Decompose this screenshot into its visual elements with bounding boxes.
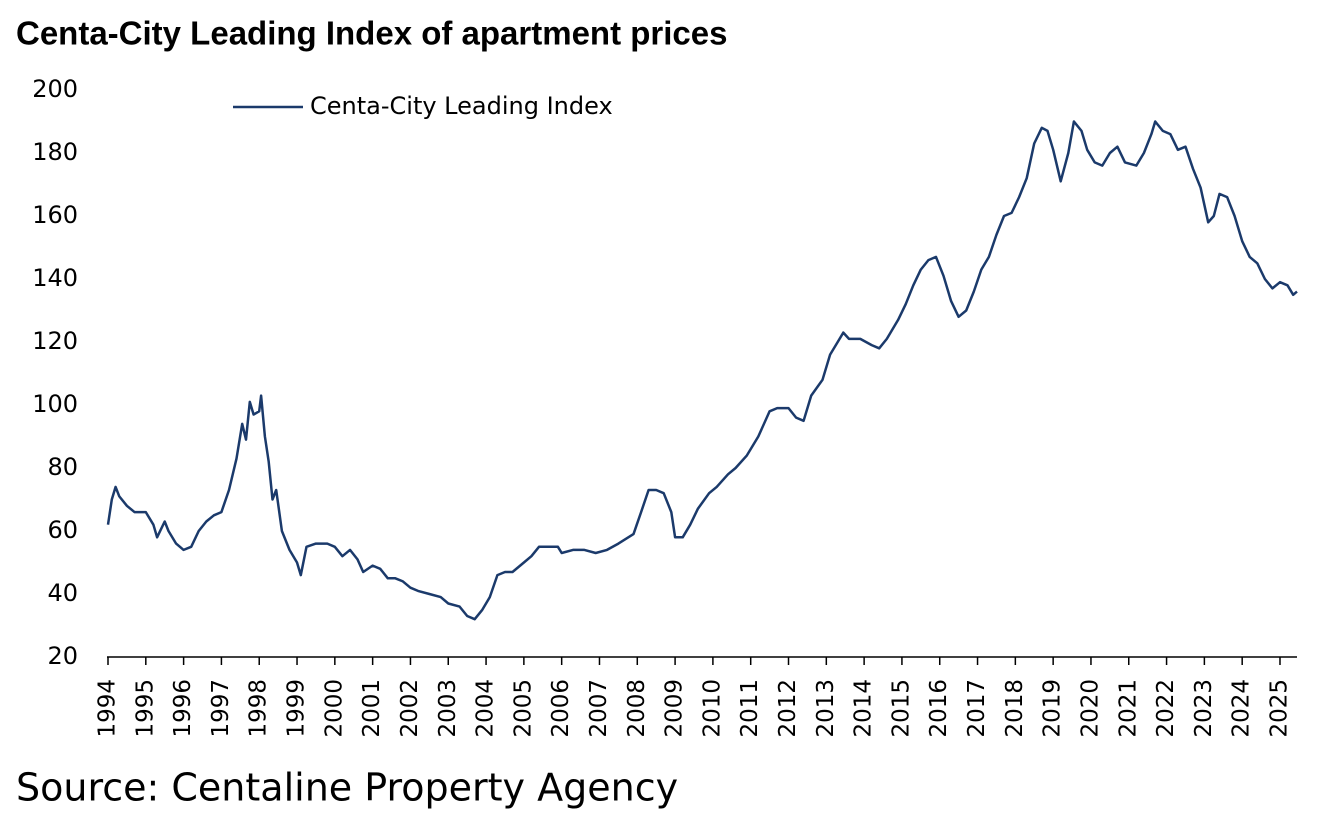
x-tick-label: 2001 (359, 679, 385, 738)
x-tick-label: 2000 (321, 679, 347, 738)
x-tick-label: 2003 (435, 679, 461, 738)
y-tick-label: 40 (47, 579, 78, 607)
y-tick-label: 100 (32, 390, 78, 418)
x-tick-label: 2021 (1115, 679, 1141, 738)
series-line (106, 120, 1298, 621)
x-tick-label: 2008 (624, 679, 650, 738)
x-tick-label: 2019 (1040, 679, 1066, 738)
y-tick-label: 160 (32, 201, 78, 229)
x-tick-label: 2006 (548, 679, 574, 738)
x-tick-label: 1995 (132, 679, 158, 738)
x-tick-label: 2023 (1191, 679, 1217, 738)
y-tick-label: 120 (32, 327, 78, 355)
x-tick-label: 2022 (1153, 679, 1179, 738)
y-tick-label: 80 (47, 453, 78, 481)
x-tick-label: 2002 (397, 679, 423, 738)
x-tick-label: 2004 (473, 679, 499, 738)
x-tick-label: 2024 (1229, 679, 1255, 738)
x-tick-label: 2012 (775, 679, 801, 738)
x-tick-label: 2011 (737, 679, 763, 738)
x-tick-label: 2018 (1002, 679, 1028, 738)
y-tick-label: 200 (32, 75, 78, 103)
legend-label: Centa-City Leading Index (310, 92, 613, 120)
y-tick-label: 60 (47, 516, 78, 544)
chart-title: Centa-City Leading Index of apartment pr… (16, 15, 727, 52)
x-tick-label: 2025 (1266, 679, 1292, 738)
x-tick-label: 1998 (246, 679, 272, 738)
x-tick-label: 2014 (851, 679, 877, 738)
x-tick-label: 1996 (170, 679, 196, 738)
y-tick-label: 140 (32, 264, 78, 292)
x-tick-label: 2010 (699, 679, 725, 738)
x-tick-label: 2015 (888, 679, 914, 738)
y-tick-label: 180 (32, 138, 78, 166)
x-tick-label: 2005 (510, 679, 536, 738)
x-tick-label: 2007 (586, 679, 612, 738)
x-tick-label: 2020 (1077, 679, 1103, 738)
x-tick-label: 1994 (95, 679, 121, 738)
x-tick-label: 1999 (284, 679, 310, 738)
source: Source: Centaline Property Agency (16, 766, 678, 810)
x-tick-label: 2017 (964, 679, 990, 738)
x-tick-label: 2009 (662, 679, 688, 738)
x-tick-label: 2013 (813, 679, 839, 738)
y-tick-label: 20 (47, 642, 78, 670)
x-tick-label: 1997 (208, 679, 234, 738)
x-tick-label: 2016 (926, 679, 952, 738)
